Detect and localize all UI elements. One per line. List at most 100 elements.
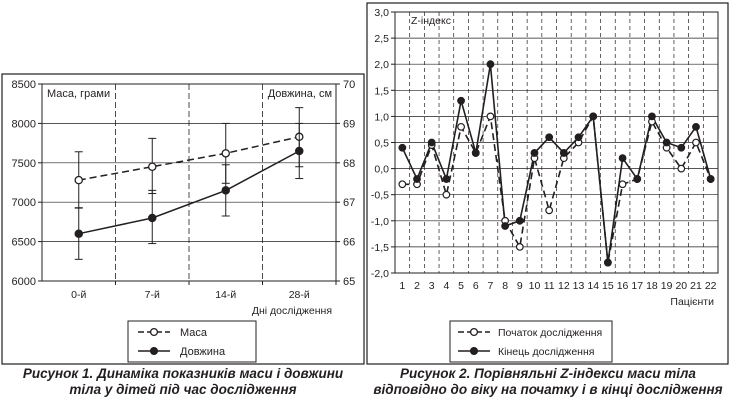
end-series-point xyxy=(618,154,627,163)
mass-series-point xyxy=(147,162,157,171)
end-series-point xyxy=(648,112,656,121)
x-tick-label: 7-й xyxy=(145,289,160,301)
x-axis-label: Дні дослідження xyxy=(252,305,332,317)
length-series-point xyxy=(294,146,304,156)
y-axis-label: Маса, грами xyxy=(47,88,110,100)
x-tick-label: 6 xyxy=(473,280,479,292)
x-tick-label: 8 xyxy=(502,280,508,292)
legend-marker xyxy=(149,327,159,337)
figure-1-caption-line-1: Динаміка показників маси і довжини xyxy=(93,366,344,381)
end-series-point xyxy=(398,143,407,152)
x-tick-label: 7 xyxy=(488,280,494,292)
x-tick-label: 0-й xyxy=(71,289,86,301)
y-axis-label: Z-індекс xyxy=(411,15,451,27)
end-series-point xyxy=(530,149,539,157)
end-series-point xyxy=(677,143,686,152)
mass-series-point xyxy=(74,175,84,185)
end-series-point xyxy=(559,149,568,157)
x-tick-label: 22 xyxy=(705,280,717,292)
x-tick-label: 21 xyxy=(690,280,702,292)
x-axis-label: Пацієнти xyxy=(670,296,714,308)
legend-label: Кінець дослідження xyxy=(498,346,594,358)
y-tick-label: 7500 xyxy=(12,158,36,170)
x-tick-label: 12 xyxy=(558,280,570,292)
length-series-point xyxy=(221,186,230,195)
end-series-point xyxy=(633,175,642,183)
end-series-point xyxy=(706,175,715,183)
start-series-point xyxy=(398,180,407,189)
y-tick-label: 1,0 xyxy=(374,111,389,123)
start-series-line xyxy=(402,113,712,263)
y-right-tick-label: 68 xyxy=(343,158,355,170)
y-tick-label: 7000 xyxy=(12,197,36,209)
y-tick-label: 8500 xyxy=(12,79,36,91)
x-tick-label: 28-й xyxy=(289,289,310,301)
figure-1-frame xyxy=(1,73,365,365)
end-series-point xyxy=(662,138,671,147)
x-tick-label: 17 xyxy=(631,280,643,292)
end-series-point xyxy=(603,258,612,267)
x-tick-label: 13 xyxy=(573,280,585,292)
length-series-point xyxy=(147,213,157,223)
start-series-point xyxy=(692,138,700,147)
figure-2-caption-line-1: Порівняльні Z-індекси маси тіла xyxy=(470,366,696,381)
start-series-point xyxy=(515,242,524,251)
x-tick-label: 15 xyxy=(602,280,614,292)
figure-2-caption: Рисунок 2. Порівняльні Z-індекси маси ті… xyxy=(367,366,729,398)
end-series-point xyxy=(457,96,465,105)
figure-1-caption-line-2: тіла у дітей під час дослідження xyxy=(69,382,297,397)
end-series-point xyxy=(413,175,421,183)
y-tick-label: 0,5 xyxy=(374,138,389,150)
legend-label: Маса xyxy=(180,327,208,339)
y-tick-label: 2,5 xyxy=(374,33,389,45)
x-tick-label: 19 xyxy=(661,280,673,292)
y-right-tick-label: 67 xyxy=(343,197,355,209)
y-tick-label: -2,0 xyxy=(371,268,389,280)
y-right-tick-label: 69 xyxy=(343,118,355,130)
start-series-point xyxy=(618,180,627,189)
figure-2-caption-line-2: відповідно до віку на початку і в кінці … xyxy=(373,382,723,397)
x-tick-label: 1 xyxy=(399,280,405,292)
x-tick-label: 18 xyxy=(646,280,658,292)
y-tick-label: -1,0 xyxy=(371,216,389,228)
start-series-point xyxy=(486,112,495,121)
end-series-point xyxy=(501,222,510,230)
y-tick-label: 1,5 xyxy=(374,85,389,97)
chart-1: 6000 6500 7000 7500 8000 8500 65 66 67 68 69 70 0-й 7… xyxy=(1,73,365,365)
legend-label: Початок дослідження xyxy=(498,327,602,339)
figure-2-label: Рисунок 2. xyxy=(400,366,471,381)
x-tick-label: 9 xyxy=(517,280,523,292)
x-tick-label: 3 xyxy=(429,280,435,292)
start-series-point xyxy=(457,122,465,131)
y-tick-label: -0,5 xyxy=(371,190,389,202)
x-tick-label: 10 xyxy=(529,280,541,292)
y-tick-label: -1,5 xyxy=(371,242,389,254)
x-tick-label: 20 xyxy=(675,280,687,292)
x-tick-label: 14-й xyxy=(215,289,236,301)
legend-label: Довжина xyxy=(180,346,226,358)
chart-2: -2,0-1,5-1,0-0,50,00,51,01,52,02,53,01 2 3… xyxy=(366,2,729,365)
figure-2-frame xyxy=(366,2,729,365)
mass-series-point xyxy=(221,149,230,158)
legend-marker xyxy=(469,327,479,337)
x-tick-label: 5 xyxy=(458,280,464,292)
start-series-point xyxy=(442,190,451,199)
y-right-tick-label: 70 xyxy=(343,79,355,91)
end-series-point xyxy=(692,122,700,131)
x-tick-label: 16 xyxy=(617,280,629,292)
end-series-point xyxy=(574,133,583,142)
y-tick-label: 6000 xyxy=(12,276,36,288)
start-series-point xyxy=(677,164,686,173)
end-series-point xyxy=(545,133,554,142)
mass-series-line xyxy=(78,136,300,181)
end-series-line xyxy=(401,64,712,263)
y-tick-label: 8000 xyxy=(12,118,36,130)
end-series-point xyxy=(515,216,524,225)
legend-box xyxy=(127,320,257,363)
end-series-point xyxy=(486,60,495,69)
y-right-tick-label: 65 xyxy=(343,276,355,288)
y-tick-label: 3,0 xyxy=(374,7,389,19)
figure-1-caption: Рисунок 1. Динаміка показників маси і до… xyxy=(2,366,364,398)
end-series-point xyxy=(427,138,436,147)
end-series-point xyxy=(471,149,480,157)
